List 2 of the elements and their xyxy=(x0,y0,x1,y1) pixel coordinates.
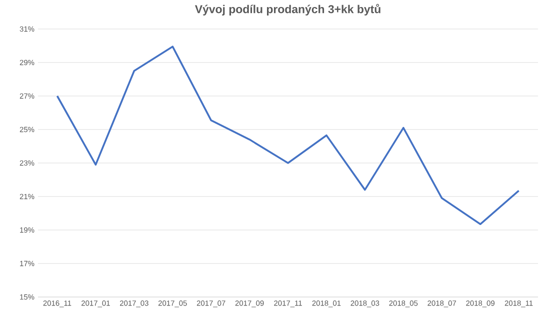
chart-title: Vývoj podílu prodaných 3+kk bytů xyxy=(194,4,380,16)
line-series xyxy=(56,46,520,226)
